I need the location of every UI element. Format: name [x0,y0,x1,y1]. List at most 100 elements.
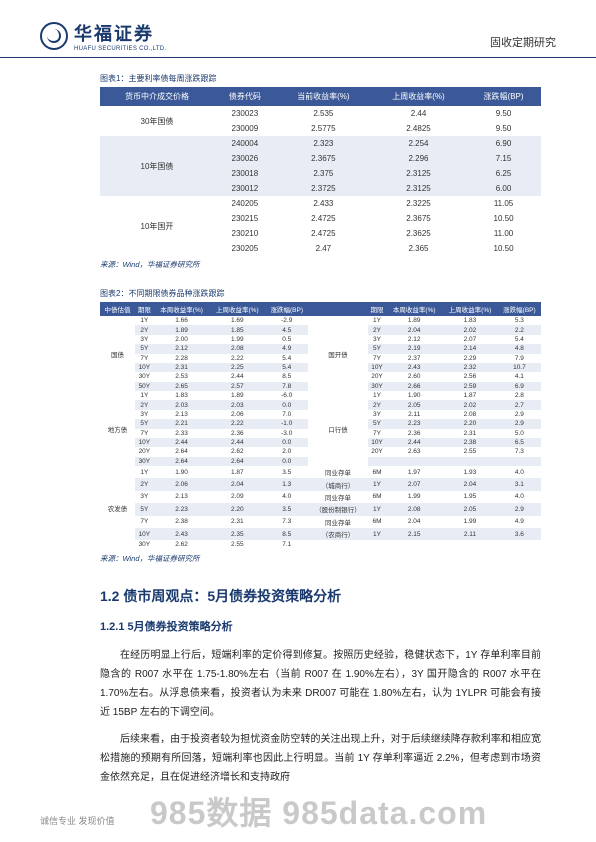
table1-cell: 230205 [214,241,276,256]
table2-cell: 1Y [368,478,387,490]
table2-cell: 2.9 [498,419,541,428]
table2-cell: 2.62 [209,447,265,456]
table2-cell: 7.3 [498,447,541,456]
table1-group-label: 10年国债 [100,136,214,196]
table2-header-cell [308,302,367,316]
table2-cell: 2.19 [386,344,442,353]
table2-cell: 3.5 [265,503,308,515]
table1-cell: 230215 [214,211,276,226]
table1-cell: 2.433 [276,196,371,211]
table2-cell: 2.23 [154,503,210,515]
table2-cell: 2.29 [442,354,498,363]
table2-cell: 2.9 [498,410,541,419]
table2-cell: 2.12 [386,335,442,344]
table2-cell: 4.8 [498,344,541,353]
table2-cell: 2.20 [209,503,265,515]
table2-cell: 2.22 [209,419,265,428]
table2-cell: 5Y [135,419,154,428]
table2-cell: 2.13 [154,491,210,503]
table1-cell: 2.535 [276,106,371,121]
table2-header-cell: 涨跌幅(BP) [265,302,308,316]
table1-cell: 2.4725 [276,211,371,226]
table2-cell: 1.95 [442,491,498,503]
table2-cell: 10Y [368,363,387,372]
table2-cell: 7.1 [265,540,308,549]
table1-cell: 2.4725 [276,226,371,241]
table1-caption: 图表1：主要利率债每周涨跌跟踪 [100,73,541,84]
table2-cell: 2.05 [442,503,498,515]
table2-cell: 1Y [135,316,154,325]
table2: 中债估值期限本周收益率(%)上周收益率(%)涨跌幅(BP)期限本周收益率(%)上… [100,302,541,550]
table2-cell: （农商行） [308,528,367,540]
table2-cell: 7.0 [265,410,308,419]
table2-cell: 1.89 [154,325,210,334]
table1-cell: 230018 [214,166,276,181]
table2-cell: 2.04 [442,478,498,490]
table1-cell: 2.3675 [276,151,371,166]
table2-cell: 同业存单 [308,466,367,478]
table2-cell: 1.87 [442,391,498,400]
table1-header-cell: 涨跌幅(BP) [466,87,541,106]
table2-cell: 5.4 [265,354,308,363]
paragraph-2: 后续来看，由于投资者较为担忧资金防空转的关注出现上升，对于后续继续降存款利率和相… [100,730,541,787]
table2-cell: 7Y [135,354,154,363]
table2-cell: 1Y [368,503,387,515]
table2-cell: 7Y [135,429,154,438]
table2-cell: 1Y [368,528,387,540]
table-row: 国债1Y1.661.69-2.9国开债1Y1.891.835.3 [100,316,541,325]
table2-cell: 2.14 [442,344,498,353]
table2-cell: 6.5 [498,438,541,447]
table1-cell: 2.296 [371,151,466,166]
table2-cell: 3.6 [498,528,541,540]
doc-type: 固收定期研究 [490,20,556,50]
table1-cell: 7.15 [466,151,541,166]
table2-cell: 6.9 [498,382,541,391]
table2-cell: 3.5 [265,466,308,478]
table2-cell: 2.06 [209,410,265,419]
table2-cell [386,457,442,466]
table2-cell: 2.2 [498,325,541,334]
table2-cell: 2.38 [442,438,498,447]
table2-cell: 2.44 [386,438,442,447]
table2-cell: 2.13 [154,410,210,419]
table2-cell: 2Y [135,478,154,490]
table2-cell: 2.44 [209,438,265,447]
table2-category-right: 口行债 [308,391,367,466]
table2-cell: 30Y [368,382,387,391]
table2-cell: （股份制银行） [308,503,367,515]
table2-cell: 30Y [135,540,154,549]
table2-cell: 1.89 [386,316,442,325]
table1-cell: 2.3675 [371,211,466,226]
table2-cell: 2.21 [154,419,210,428]
table1-cell: 11.05 [466,196,541,211]
table2-cell: 4.1 [498,372,541,381]
table1-cell: 230009 [214,121,276,136]
table1-cell: 6.25 [466,166,541,181]
table2-cell: 5.4 [498,335,541,344]
table2-cell: -2.9 [265,316,308,325]
table2-cell: 1.93 [442,466,498,478]
table2-cell: 2.31 [442,429,498,438]
page-header: 华福证券 HUAFU SECURITIES CO.,LTD. 固收定期研究 [0,0,596,58]
table-row: 地方债1Y1.831.89-6.0口行债1Y1.901.872.8 [100,391,541,400]
table2-cell: 2Y [135,400,154,409]
table2-cell: 2.59 [442,382,498,391]
table2-cell: 2.55 [209,540,265,549]
table2-cell: 1.85 [209,325,265,334]
table2-cell: 10Y [135,528,154,540]
table2-cell: 1.99 [209,335,265,344]
table2-cell [368,540,387,549]
table2-cell: 2.44 [154,438,210,447]
table2-cell: 1.97 [386,466,442,478]
table1-cell: 10.50 [466,211,541,226]
table2-cell: 1Y [368,391,387,400]
table2-header-cell: 上周收益率(%) [442,302,498,316]
table2-cell: 2.06 [154,478,210,490]
table2-cell [368,457,387,466]
table2-cell: 同业存单 [308,491,367,503]
table1-cell: 2.3625 [371,226,466,241]
table2-cell: 4.9 [265,344,308,353]
table2-cell: 1.87 [209,466,265,478]
paragraph-1: 在经历明显上行后，短端利率的定价得到修复。按照历史经验，稳健状态下，1Y 存单利… [100,646,541,722]
table2-cell: 2.38 [154,516,210,528]
